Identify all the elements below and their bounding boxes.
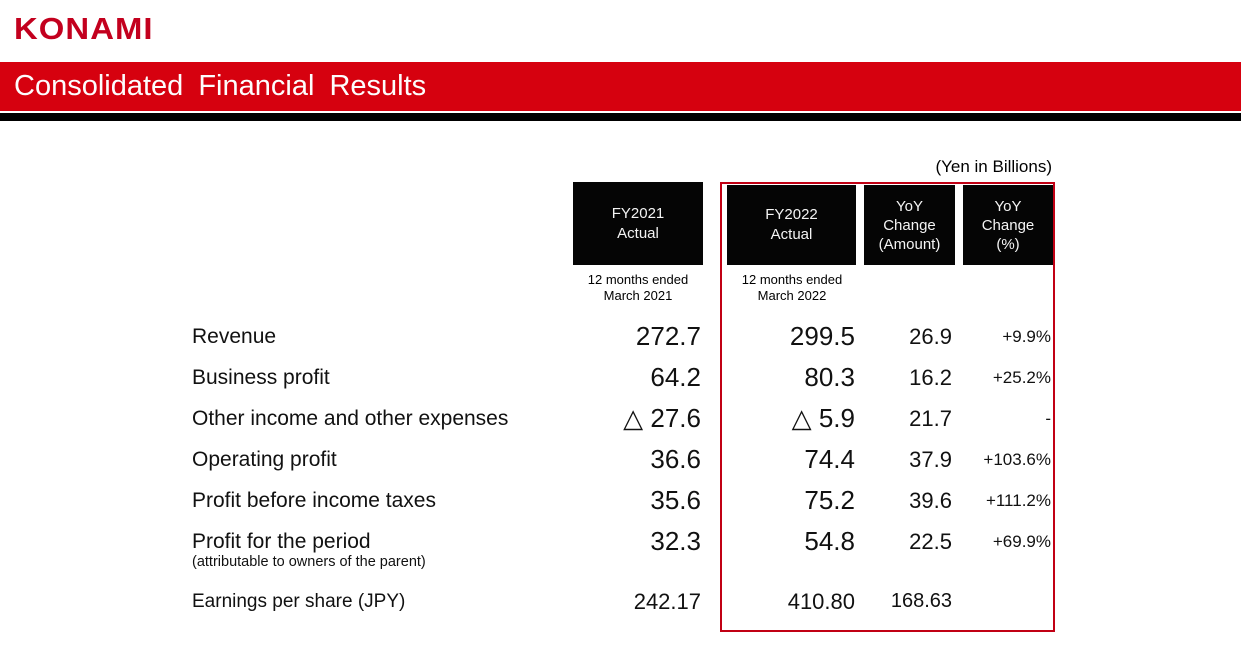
fy2021-value: 35.6	[650, 485, 701, 515]
column-header-line: FY2022	[765, 206, 818, 223]
row-sublabel: (attributable to owners of the parent)	[192, 554, 426, 570]
caption-line: 12 months ended	[587, 272, 689, 287]
konami-logo: KONAMI	[14, 11, 154, 46]
slide-title-banner: Consolidated Financial Results	[0, 62, 1241, 111]
yoy-amount-value: 26.9	[909, 323, 952, 349]
row-label: Profit before income taxes	[192, 488, 436, 512]
fy2021-value: 272.7	[635, 321, 701, 351]
row-label: Business profit	[192, 365, 330, 389]
caption-line: March 2022	[757, 288, 827, 303]
column-header-line: Actual	[617, 224, 659, 242]
table-row-other-income-expenses: Other income and other expenses △ 27.6 △…	[0, 398, 1241, 439]
period-caption-fy2021: 12 months ended March 2021	[561, 272, 715, 304]
yoy-pct-value: -	[1045, 408, 1051, 428]
fy2022-value: 299.5	[789, 321, 855, 351]
fy2022-value: 410.80	[787, 588, 855, 614]
row-label: Earnings per share (JPY)	[192, 590, 406, 612]
fy2022-value: 75.2	[804, 485, 855, 515]
yoy-pct-value: +111.2%	[985, 490, 1051, 510]
fy2022-value: 74.4	[804, 444, 855, 474]
fy2021-value: △ 27.6	[623, 403, 701, 433]
yoy-amount-value: 21.7	[909, 405, 952, 431]
column-header-line: YoY	[994, 197, 1022, 215]
fy2021-value: 242.17	[633, 588, 701, 614]
fy2022-highlight-frame	[720, 182, 1055, 632]
table-row-earnings-per-share: Earnings per share (JPY) 242.17 410.80 1…	[0, 581, 1241, 622]
column-header-line: Change	[981, 216, 1035, 234]
yoy-pct-value: +25.2%	[992, 367, 1051, 387]
table-row-operating-profit: Operating profit 36.6 74.4 37.9 +103.6%	[0, 439, 1241, 480]
page-title: Consolidated Financial Results	[14, 70, 427, 102]
yoy-pct-value	[953, 581, 1051, 622]
column-header-line: Actual	[770, 226, 813, 243]
column-header-line: (%)	[996, 235, 1020, 253]
yoy-amount-value: 22.5	[909, 528, 952, 554]
column-header-line: FY2021	[611, 204, 665, 222]
column-header-line: Change	[883, 216, 936, 234]
yoy-amount-value: 168.63	[890, 590, 952, 612]
row-label: Other income and other expenses	[192, 406, 509, 430]
row-label: Profit for the period	[192, 529, 371, 553]
column-header-fy2021: FY2021 Actual	[573, 182, 703, 265]
column-header-yoy-amount: YoY Change (Amount)	[864, 185, 955, 265]
table-row-profit-for-period: Profit for the period (attributable to o…	[0, 521, 1241, 570]
yoy-amount-value: 37.9	[909, 446, 952, 472]
yoy-pct-value: +69.9%	[992, 531, 1051, 551]
units-note: (Yen in Billions)	[935, 157, 1052, 176]
yoy-pct-value: +103.6%	[983, 449, 1051, 469]
table-row-revenue: Revenue 272.7 299.5 26.9 +9.9%	[0, 316, 1241, 357]
caption-line: March 2021	[603, 288, 673, 303]
column-header-yoy-pct: YoY Change (%)	[963, 185, 1053, 265]
yoy-pct-value: +9.9%	[1002, 326, 1051, 346]
fy2021-value: 32.3	[650, 526, 701, 556]
column-header-line: YoY	[896, 197, 923, 215]
fy2021-value: 64.2	[650, 362, 701, 392]
row-label: Operating profit	[192, 447, 337, 471]
table-row-profit-before-taxes: Profit before income taxes 35.6 75.2 39.…	[0, 480, 1241, 521]
fy2022-value: 54.8	[804, 526, 855, 556]
caption-line: 12 months ended	[741, 272, 843, 287]
fy2021-value: 36.6	[650, 444, 701, 474]
column-header-fy2022: FY2022 Actual	[727, 185, 856, 265]
yoy-amount-value: 16.2	[909, 364, 952, 390]
fy2022-value: 80.3	[804, 362, 855, 392]
column-header-line: (Amount)	[878, 235, 941, 253]
row-label: Revenue	[192, 324, 277, 348]
banner-underline	[0, 113, 1241, 121]
yoy-amount-value: 39.6	[909, 487, 952, 513]
period-caption-fy2022: 12 months ended March 2022	[715, 272, 869, 304]
table-row-business-profit: Business profit 64.2 80.3 16.2 +25.2%	[0, 357, 1241, 398]
fy2022-value: △ 5.9	[791, 403, 855, 433]
